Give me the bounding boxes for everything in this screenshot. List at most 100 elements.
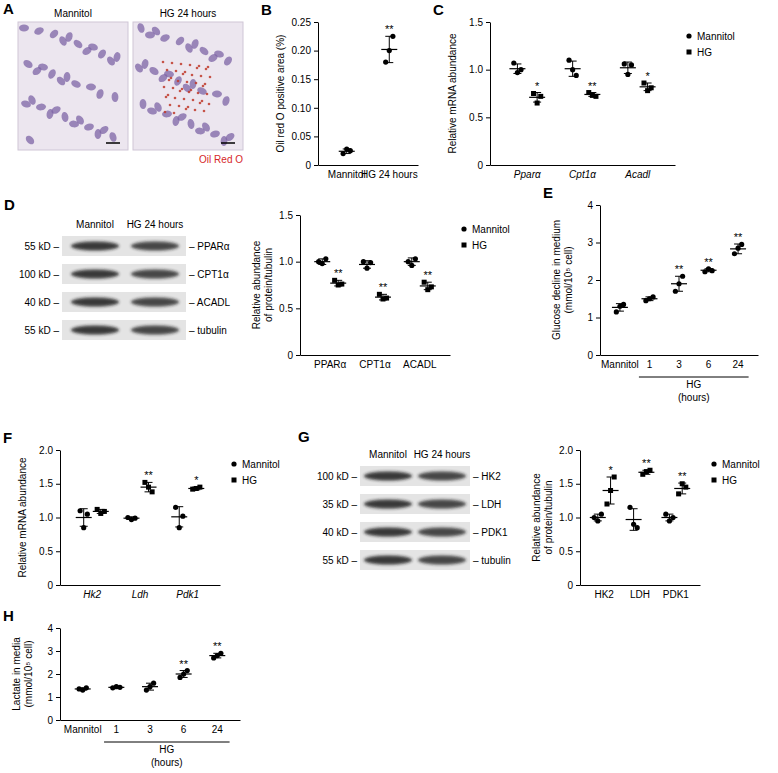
y-tick-label: 1.5: [469, 17, 483, 28]
point: [649, 85, 654, 90]
x-tick: Hk2: [83, 585, 101, 600]
cell: [212, 91, 222, 98]
y-tick-line: [596, 318, 600, 319]
cell: [87, 42, 99, 51]
y-tick: 0.5: [279, 303, 300, 314]
error-cap: [607, 477, 615, 478]
error-cap: [379, 299, 387, 300]
significance: *: [608, 464, 613, 476]
cell: [113, 51, 122, 62]
error-cap: [513, 63, 521, 64]
marks: [509, 58, 655, 106]
protein-label: – tubulin: [473, 555, 511, 566]
band: [364, 528, 412, 537]
y-tick-label: 1: [587, 312, 593, 323]
legend-label: Mannitol: [697, 31, 735, 42]
cell: [162, 110, 173, 118]
y-tick: 4: [47, 623, 60, 634]
marks: [590, 468, 690, 531]
x-tick: Mannitol: [601, 355, 639, 370]
annotations: **: [385, 23, 394, 35]
size-marker: 55 kD –: [323, 555, 358, 566]
cell: [189, 79, 197, 90]
axis: 00.050.100.150.200.25: [292, 17, 319, 171]
y-tick-label: 0.5: [469, 112, 483, 123]
cell: [187, 118, 196, 129]
legend-label: HG: [722, 475, 737, 486]
group-bracket: [104, 742, 230, 743]
axis-line: [491, 165, 676, 166]
lipid-droplet: [189, 64, 192, 67]
panel-label: B: [261, 1, 272, 18]
significance: **: [179, 658, 188, 670]
legend-marker: [231, 461, 236, 466]
x-tick-label: 6: [706, 359, 712, 370]
significance: **: [423, 269, 432, 281]
significance: **: [675, 263, 684, 275]
point: [511, 60, 516, 65]
panel-label: E: [543, 184, 553, 201]
error-cap: [645, 296, 653, 297]
error-cap: [112, 688, 120, 689]
y-tick: 3: [47, 646, 60, 657]
y-tick: 0.5: [559, 546, 580, 557]
blot-strip: [62, 320, 186, 340]
lipid-droplet: [199, 102, 202, 105]
cell: [38, 63, 49, 71]
cell: [141, 58, 150, 69]
y-tick-line: [486, 22, 490, 23]
point: [85, 512, 90, 517]
error-bar: [649, 297, 650, 301]
micrograph-background: [133, 22, 243, 150]
y-tick: 0.5: [469, 112, 490, 123]
lipid-droplet: [187, 106, 190, 109]
axis-line: [581, 585, 701, 586]
error-cap: [318, 258, 326, 259]
y-tick-line: [596, 205, 600, 206]
error-bar: [389, 36, 390, 62]
group-label: HG: [686, 379, 701, 390]
point: [629, 62, 634, 67]
annotations: ****: [179, 640, 222, 669]
lipid-droplet: [194, 109, 197, 112]
annotations: ***: [144, 469, 199, 486]
cell: [136, 22, 146, 34]
y-tick-label: 0: [287, 350, 293, 361]
size-marker: 55 kD –: [25, 325, 60, 336]
x-tick: 3: [147, 720, 153, 735]
y-tick-label: 0: [587, 350, 593, 361]
cell: [48, 28, 60, 40]
error-cap: [213, 657, 221, 658]
lipid-droplet: [195, 82, 198, 85]
x-tick: PPARα: [314, 355, 346, 370]
lipid-droplet: [209, 76, 212, 79]
lipid-droplet: [203, 110, 206, 113]
error-cap: [616, 303, 624, 304]
legend-label: Mannitol: [472, 224, 510, 235]
mean-line: [123, 518, 139, 519]
lipid-droplet: [182, 73, 185, 76]
panel-label: G: [298, 428, 310, 445]
micrograph-background: [18, 22, 128, 150]
cell: [22, 58, 34, 69]
x-tick: ACADL: [403, 355, 437, 370]
error-cap: [385, 36, 393, 37]
x-tick-label: PPARα: [314, 359, 346, 370]
cell: [47, 68, 58, 80]
axis: HK2LDHPDK1: [581, 585, 701, 600]
lipid-droplet: [206, 93, 209, 96]
protein-label: – PPARα: [189, 241, 230, 252]
x-axis-title: (hours): [678, 392, 710, 403]
x-tick: 6: [706, 355, 712, 370]
lipid-droplet: [184, 71, 187, 74]
y-tick: 1.5: [279, 210, 300, 221]
lane-label: HG 24 hours: [127, 219, 184, 230]
cell: [74, 114, 85, 126]
error-cap: [385, 62, 393, 63]
lipid-droplet: [181, 88, 184, 91]
y-tick-label: 4: [587, 200, 593, 211]
lipid-droplet: [188, 91, 191, 94]
y-tick-line: [576, 585, 580, 586]
x-tick-label: 3: [676, 359, 682, 370]
error-cap: [180, 677, 188, 678]
